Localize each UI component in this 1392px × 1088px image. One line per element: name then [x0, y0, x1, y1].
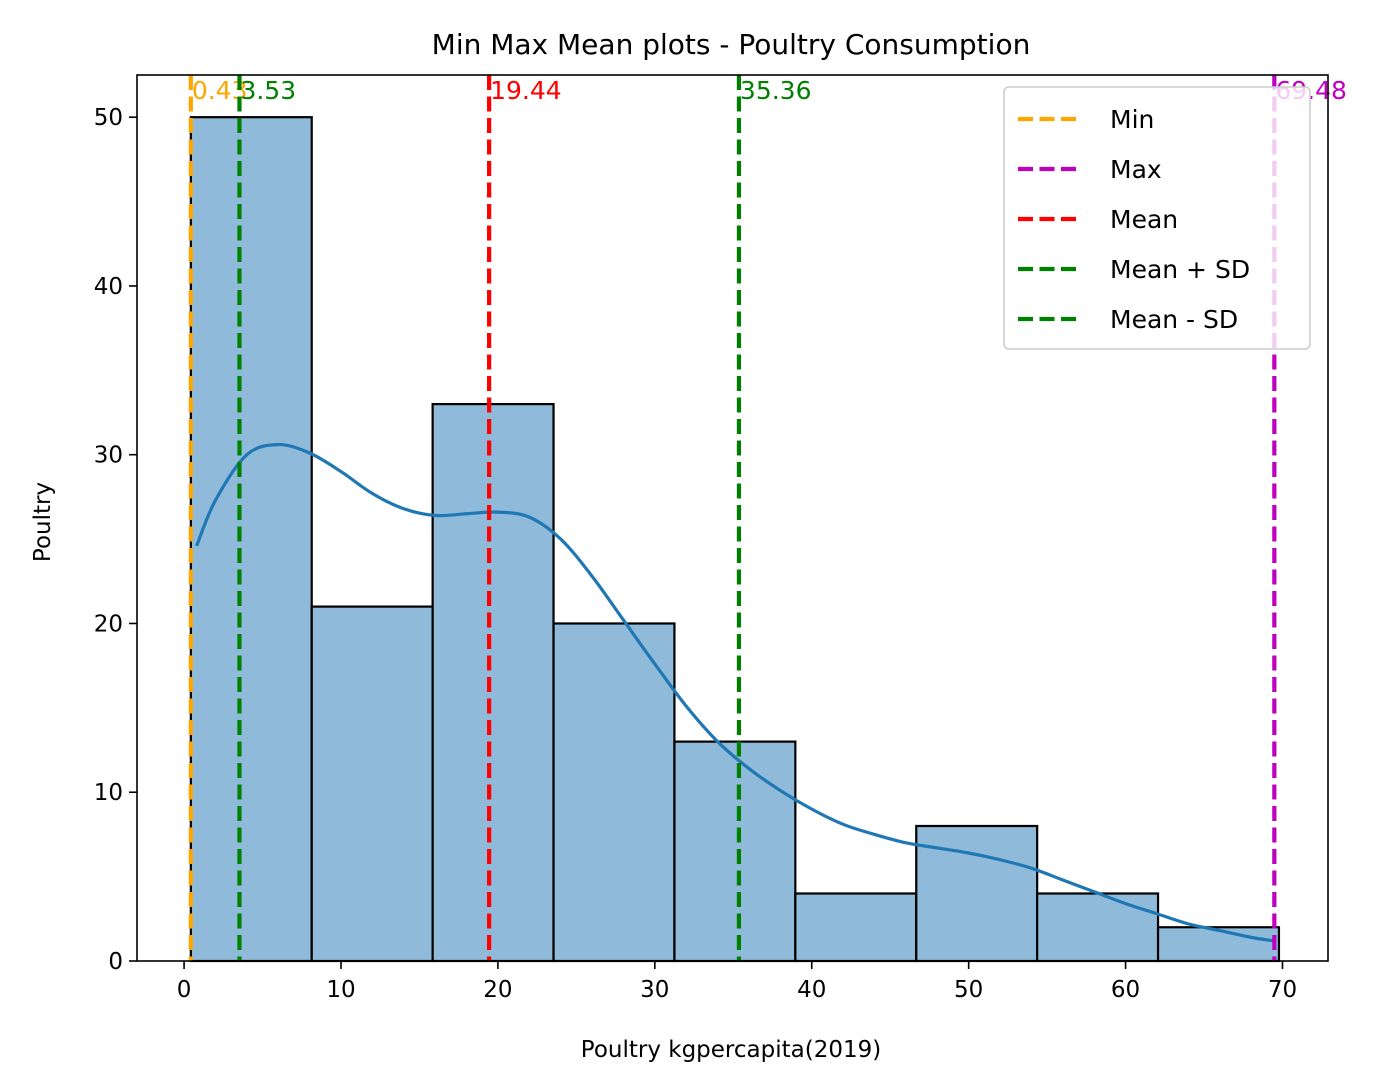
x-axis-label: Poultry kgpercapita(2019)	[581, 1037, 881, 1063]
x-tick-label: 10	[326, 977, 355, 1003]
vline-value-label: 3.53	[240, 76, 296, 105]
y-axis-ticks: 0 10 20 30 40 50	[94, 105, 137, 975]
y-tick-label: 0	[108, 949, 123, 975]
histogram-bar	[189, 116, 313, 963]
histogram-bar	[552, 622, 676, 963]
x-tick-label: 70	[1268, 977, 1297, 1003]
kde-curve	[195, 442, 1274, 943]
y-tick-label: 20	[94, 611, 123, 637]
legend-label: Mean - SD	[1110, 305, 1238, 334]
x-tick-label: 30	[640, 977, 669, 1003]
legend: Min Max Mean Mean + SD Mean - SD	[1003, 86, 1311, 350]
x-tick-label: 60	[1111, 977, 1140, 1003]
histogram-bar	[1036, 892, 1160, 963]
legend-box	[1003, 86, 1311, 350]
x-tick-label: 20	[483, 977, 512, 1003]
chart-title: Min Max Mean plots - Poultry Consumption	[432, 28, 1031, 61]
legend-label: Min	[1110, 105, 1154, 134]
y-tick-label: 50	[94, 105, 123, 131]
legend-label: Mean + SD	[1110, 255, 1250, 284]
vline-value-label: 35.36	[740, 76, 812, 105]
plot-frame	[136, 74, 1329, 962]
legend-label: Max	[1110, 155, 1162, 184]
x-axis-ticks: 0 10 20 30 40 50 60 70	[177, 961, 1297, 1003]
y-tick-label: 40	[94, 274, 123, 300]
x-tick-label: 0	[177, 977, 192, 1003]
kde-curve-layer	[195, 442, 1274, 943]
histogram-bar	[1156, 926, 1281, 963]
x-tick-label: 50	[954, 977, 983, 1003]
histogram-bar	[673, 740, 797, 963]
x-tick-label: 40	[797, 977, 826, 1003]
histogram-bars	[189, 116, 1281, 963]
legend-label: Mean	[1110, 205, 1178, 234]
histogram-bar	[431, 402, 555, 963]
y-tick-label: 30	[94, 443, 123, 469]
y-tick-label: 10	[94, 780, 123, 806]
histogram-bar	[310, 605, 434, 963]
y-axis-label: Poultry	[30, 482, 56, 562]
vline-value-label: 19.44	[490, 76, 562, 105]
histogram-bar	[794, 892, 918, 963]
